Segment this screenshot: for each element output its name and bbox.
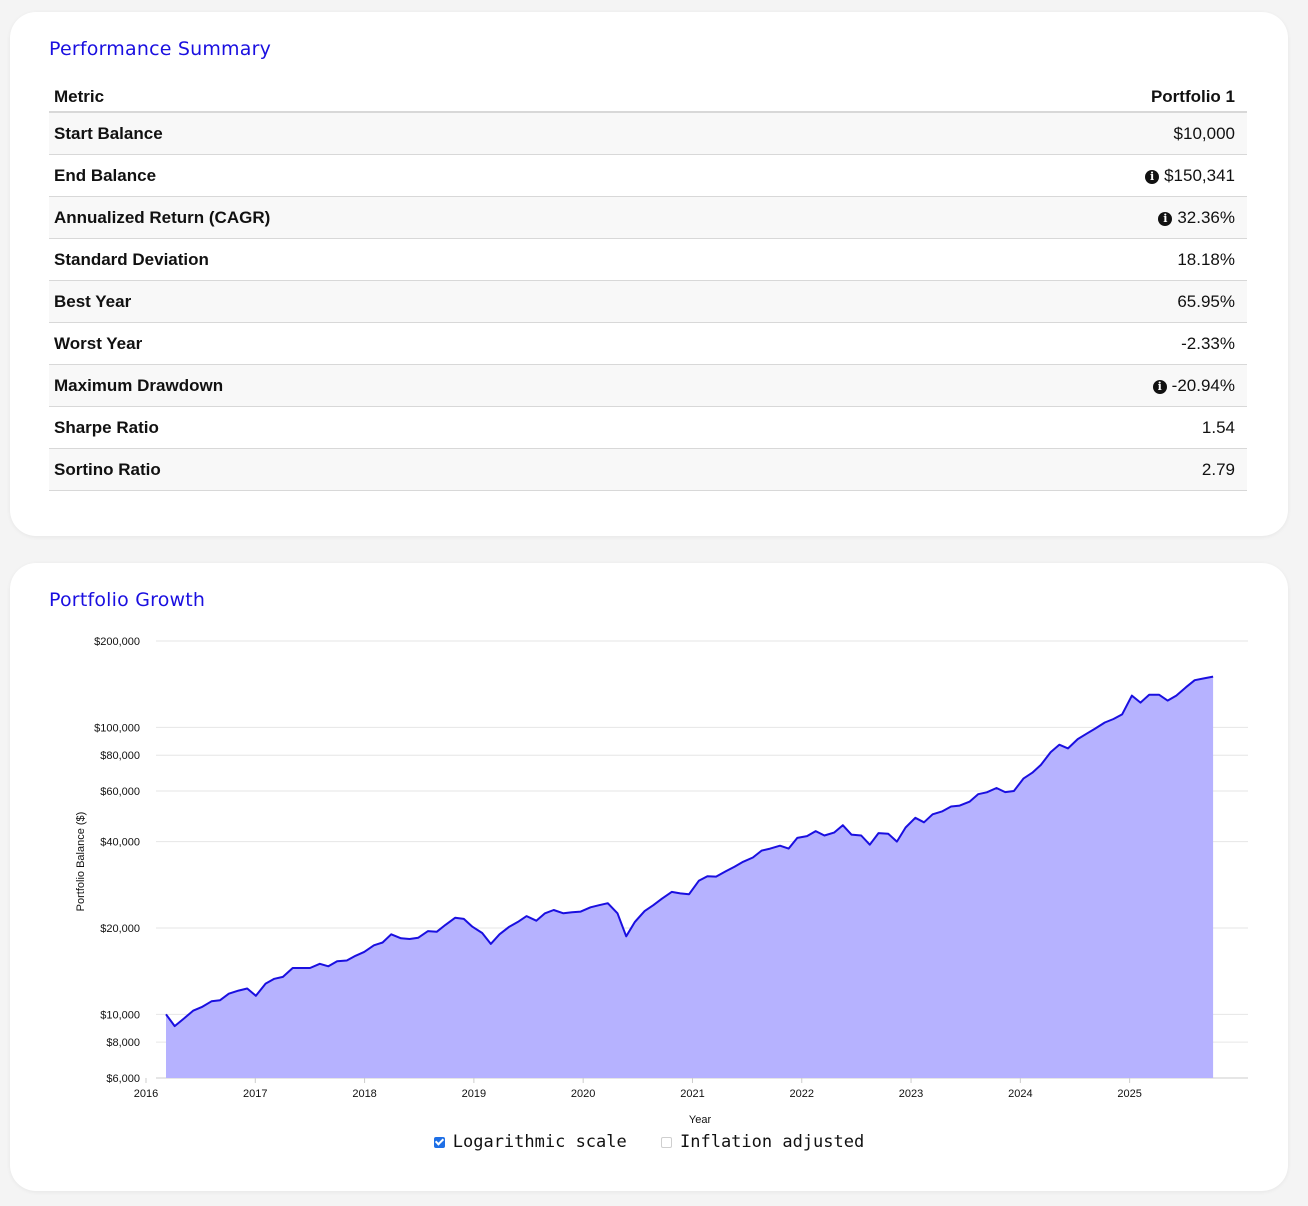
y-axis-title: Portfolio Balance ($): [75, 812, 87, 912]
metric-value-cell: i $150,341: [870, 154, 1247, 197]
x-tick-label: 2022: [790, 1088, 814, 1100]
table-row: Start Balance $10,000: [49, 112, 1247, 155]
portfolio-growth-chart: $6,000 $8,000 $10,000 $20,000 $40,000 $60,000…: [75, 636, 1248, 1126]
performance-summary-card: Performance Summary Metric Portfolio 1 S…: [10, 12, 1288, 536]
inflation-adjusted-label: Inflation adjusted: [680, 1132, 865, 1152]
metric-label: Sortino Ratio: [49, 448, 871, 491]
metric-value: 65.95%: [1177, 291, 1235, 311]
y-tick-label: $10,000: [100, 1009, 140, 1021]
portfolio-line: [165, 675, 1214, 1028]
metric-label: Sharpe Ratio: [49, 406, 871, 449]
x-tick-label: 2025: [1117, 1088, 1141, 1100]
metric-label: Standard Deviation: [49, 238, 871, 281]
table-row: Sortino Ratio 2.79: [49, 448, 1247, 491]
table-header-row: Metric Portfolio 1: [49, 82, 1247, 113]
table-row: Worst Year -2.33%: [49, 322, 1247, 365]
log-scale-toggle[interactable]: Logarithmic scale: [433, 1132, 637, 1152]
table-row: End Balance i $150,341: [49, 154, 1247, 197]
log-scale-checkbox[interactable]: [433, 1137, 445, 1148]
metric-value-cell: -2.33%: [870, 322, 1247, 365]
metric-value-cell: i -20.94%: [870, 364, 1247, 407]
y-tick-label: $8,000: [106, 1037, 140, 1049]
y-tick-label: $40,000: [100, 837, 140, 849]
x-tick-label: 2017: [243, 1088, 267, 1100]
x-tick-label: 2016: [134, 1088, 158, 1100]
info-icon[interactable]: i: [1158, 211, 1173, 226]
table-row: Maximum Drawdown i -20.94%: [49, 364, 1247, 407]
metric-value: -2.33%: [1181, 333, 1235, 353]
table-row: Best Year 65.95%: [49, 280, 1247, 323]
y-tick-label: $60,000: [100, 786, 140, 798]
metric-value-cell: i 32.36%: [870, 196, 1247, 239]
metric-value-cell: $10,000: [870, 112, 1247, 155]
x-tick-label: 2019: [462, 1088, 486, 1100]
x-tick-label: 2024: [1008, 1088, 1032, 1100]
y-tick-label: $200,000: [94, 636, 140, 648]
metric-value: 18.18%: [1177, 249, 1235, 269]
metric-value-cell: 18.18%: [870, 238, 1247, 281]
metric-value: $10,000: [1173, 123, 1235, 143]
inflation-adjusted-toggle[interactable]: Inflation adjusted: [661, 1132, 864, 1152]
metric-label: End Balance: [49, 154, 871, 197]
log-scale-label: Logarithmic scale: [452, 1132, 627, 1152]
portfolio-column-header: Portfolio 1: [870, 82, 1247, 113]
metric-label: Worst Year: [49, 322, 871, 365]
y-tick-label: $100,000: [94, 722, 140, 734]
performance-summary-table: Metric Portfolio 1 Start Balance $10,000 E…: [49, 82, 1247, 491]
table-row: Standard Deviation 18.18%: [49, 238, 1247, 281]
portfolio-growth-card: Portfolio Growth $6,000 $8,000 $10,000 $20,…: [10, 563, 1288, 1191]
x-tick-label: 2020: [571, 1088, 595, 1100]
metric-value-cell: 2.79: [870, 448, 1247, 491]
info-icon[interactable]: i: [1152, 379, 1167, 394]
metric-value-cell: 65.95%: [870, 280, 1247, 323]
metric-column-header: Metric: [49, 82, 871, 113]
metric-label: Best Year: [49, 280, 871, 323]
x-tick-label: 2021: [680, 1088, 704, 1100]
y-tick-label: $6,000: [106, 1073, 140, 1085]
table-row: Annualized Return (CAGR) i 32.36%: [49, 196, 1247, 239]
metric-value-cell: 1.54: [870, 406, 1247, 449]
metric-value: -20.94%: [1171, 375, 1235, 395]
metric-label: Maximum Drawdown: [49, 364, 871, 407]
x-tick-label: 2023: [899, 1088, 923, 1100]
inflation-adjusted-checkbox[interactable]: [661, 1137, 672, 1148]
portfolio-growth-title: Portfolio Growth: [49, 589, 206, 611]
portfolio-area: [166, 676, 1214, 1078]
x-tick-label: 2018: [352, 1088, 376, 1100]
y-tick-label: $20,000: [100, 923, 140, 935]
metric-label: Annualized Return (CAGR): [49, 196, 871, 239]
metric-label: Start Balance: [49, 112, 871, 155]
metric-value: 1.54: [1201, 417, 1235, 437]
y-tick-label: $80,000: [100, 750, 140, 762]
x-axis-title: Year: [689, 1114, 712, 1126]
info-icon[interactable]: i: [1145, 169, 1160, 184]
metric-value: $150,341: [1164, 165, 1235, 185]
table-row: Sharpe Ratio 1.54: [49, 406, 1247, 449]
chart-controls: Logarithmic scale Inflation adjusted: [10, 1132, 1288, 1152]
metric-value: 32.36%: [1177, 207, 1235, 227]
metric-value: 2.79: [1201, 459, 1235, 479]
performance-summary-title: Performance Summary: [49, 38, 272, 60]
